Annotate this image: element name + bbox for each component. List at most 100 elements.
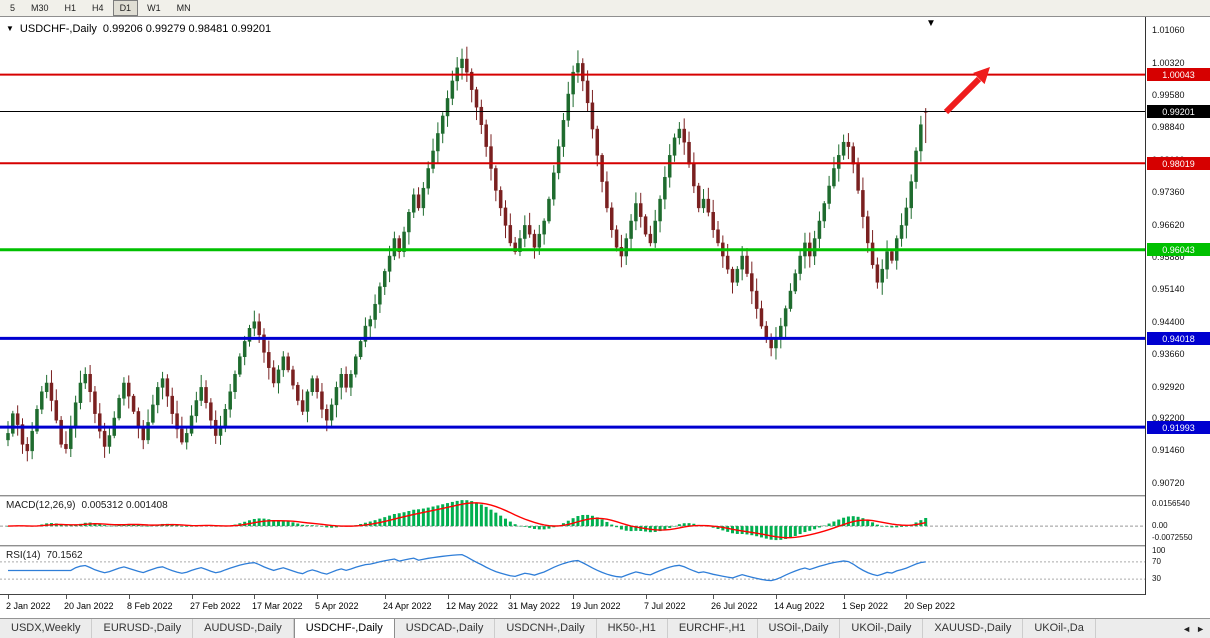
macd-axis-label: 0.0156540 [1152,499,1190,508]
time-axis-label: 2 Jan 2022 [6,601,51,611]
tab-scroll-controls: ◄ ► [1177,619,1210,638]
time-axis-tick [510,595,512,599]
macd-current-values: 0.005312 0.001408 [81,500,168,511]
rsi-axis-label: 100 [1152,546,1166,555]
time-axis-label: 27 Feb 2022 [190,601,241,611]
rsi-canvas[interactable] [0,547,1145,594]
time-axis-tick [8,595,9,599]
rsi-axis-label: 70 [1152,557,1161,566]
time-axis-label: 12 May 2022 [446,601,499,611]
time-axis-tick [384,595,386,599]
chart-tab[interactable]: AUDUSD-,Daily [193,619,294,638]
time-axis-tick [317,595,319,599]
time-axis-tick [843,595,845,599]
timeframe-button-h4[interactable]: H4 [92,3,104,13]
price-axis[interactable]: 1.010601.003200.995800.988400.981000.973… [1145,17,1210,595]
price-axis-label: 0.97360 [1152,187,1185,197]
price-line-tag: 0.96043 [1147,243,1210,256]
chart-tab[interactable]: HK50-,H1 [597,619,668,638]
time-axis-label: 5 Apr 2022 [315,601,359,611]
time-axis-label: 24 Apr 2022 [383,601,432,611]
price-line-tag: 1.00043 [1147,68,1210,81]
tab-scroll-left-icon[interactable]: ◄ [1182,623,1192,634]
rsi-indicator-label: RSI(14) 70.1562 [6,550,83,561]
macd-name: MACD(12,26,9) [6,500,76,511]
price-axis-label: 0.95880 [1152,252,1185,262]
chart-tab[interactable]: UKOil-,Daily [840,619,924,638]
chart-tab[interactable]: USDCNH-,Daily [495,619,597,638]
chart-tab[interactable]: USDX,Weekly [0,619,93,638]
timeframe-button-h1[interactable]: H1 [64,3,77,13]
time-axis-tick [447,595,449,599]
axis-separator [0,594,1145,595]
price-axis-label: 0.99580 [1152,90,1185,100]
timeframe-button-5[interactable]: 5 [10,3,16,13]
timeframe-button-m30[interactable]: M30 [31,3,49,13]
time-axis-tick [713,595,715,599]
timeframe-button-d1[interactable]: D1 [112,0,139,16]
price-axis-label: 0.92200 [1152,413,1185,423]
rsi-name: RSI(14) [6,550,41,561]
chart-shift-marker-icon[interactable]: ▼ [926,18,936,29]
chart-tab[interactable]: EURUSD-,Daily [92,619,194,638]
pane-splitter[interactable] [0,545,1210,547]
chart-window: ▼ USDCHF-,Daily 0.99206 0.99279 0.98481 … [0,17,1210,618]
macd-canvas[interactable] [0,497,1145,545]
time-axis-label: 17 Mar 2022 [252,601,303,611]
time-axis-tick [65,595,67,599]
time-axis-label: 1 Sep 2022 [842,601,889,611]
pane-splitter[interactable] [0,495,1210,497]
price-axis-label: 1.00320 [1152,58,1185,68]
price-axis-label: 0.95140 [1152,284,1185,294]
chart-tab[interactable]: USOil-,Daily [758,619,841,638]
time-axis-tick [775,595,777,599]
time-axis-label: 8 Feb 2022 [127,601,173,611]
chart-symbol-label: USDCHF-,Daily [19,23,97,35]
timeframe-button-mn[interactable]: MN [176,3,191,13]
price-line-tag: 0.94018 [1147,332,1210,345]
timeframe-button-w1[interactable]: W1 [147,3,161,13]
chart-ohlc-values: 0.99206 0.99279 0.98481 0.99201 [102,23,272,35]
price-axis-label: 0.94400 [1152,317,1185,327]
macd-axis-label: 0.00 [1152,521,1168,530]
time-axis-tick [573,595,575,599]
chart-tab-bar: USDX,Weekly EURUSD-,Daily AUDUSD-,Daily USD… [0,618,1210,638]
macd-indicator-label: MACD(12,26,9) 0.005312 0.001408 [6,500,168,511]
time-axis-label: 26 Jul 2022 [711,601,758,611]
price-axis-label: 0.98840 [1152,122,1185,132]
chart-tab[interactable]: EURCHF-,H1 [668,619,758,638]
chart-tab[interactable]: USDCAD-,Daily [395,619,496,638]
time-axis-tick [128,595,130,599]
tab-scroll-right-icon[interactable]: ► [1196,623,1205,634]
current-price-tag: 0.99201 [1147,105,1210,118]
time-axis-label: 7 Jul 2022 [644,601,686,611]
time-axis-label: 20 Jan 2022 [64,601,114,611]
price-line-tag: 0.98019 [1147,157,1210,170]
price-axis-label: 1.01060 [1152,25,1185,35]
time-axis-tick [645,595,647,599]
chart-tab[interactable]: USDCHF-,Daily [293,619,395,638]
chart-tab[interactable]: UKOil-,Da [1023,619,1096,638]
price-axis-label: 0.93660 [1152,349,1185,359]
chart-info-line: ▼ USDCHF-,Daily 0.99206 0.99279 0.98481 … [6,23,271,35]
time-axis-label: 20 Sep 2022 [904,601,956,611]
chart-tab[interactable]: XAUUSD-,Daily [923,619,1024,638]
time-axis-tick [254,595,256,599]
time-axis-label: 31 May 2022 [508,601,561,611]
macd-axis-label: -0.0072550 [1152,533,1193,542]
chevron-down-icon[interactable]: ▼ [6,24,14,33]
price-axis-label: 0.92920 [1152,382,1185,392]
time-axis[interactable]: 2 Jan 2022 20 Jan 2022 8 Feb 2022 27 Feb 20… [0,595,1145,618]
time-axis-label: 14 Aug 2022 [774,601,825,611]
price-axis-label: 0.96620 [1152,220,1185,230]
rsi-current-value: 70.1562 [46,550,83,561]
price-line-tag: 0.91993 [1147,421,1210,434]
time-axis-tick [906,595,908,599]
time-axis-label: 19 Jun 2022 [571,601,621,611]
main-chart-canvas[interactable] [0,17,1145,495]
chart-tabs: USDX,Weekly EURUSD-,Daily AUDUSD-,Daily USD… [0,619,1096,638]
time-axis-tick [191,595,193,599]
price-axis-label: 0.90720 [1152,478,1185,488]
price-axis-label: 0.91460 [1152,445,1185,455]
